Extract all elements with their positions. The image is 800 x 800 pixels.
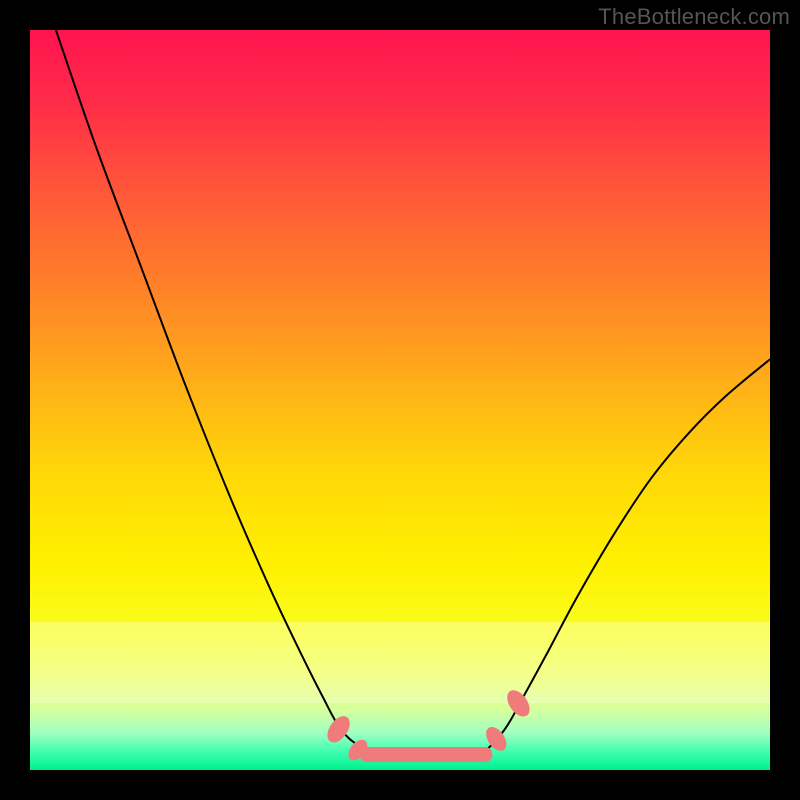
watermark-text: TheBottleneck.com [598,4,790,30]
bottleneck-chart-figure: TheBottleneck.com [0,0,800,800]
chart-canvas [0,0,800,800]
pale-band-overlay [30,622,770,703]
